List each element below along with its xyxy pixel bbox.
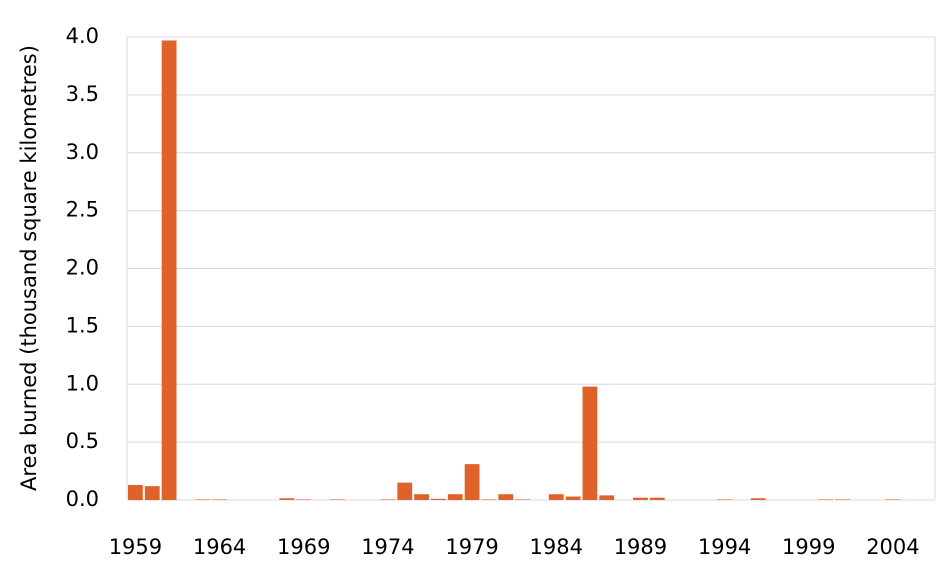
y-tick-label: 1.5 xyxy=(66,313,99,337)
bar xyxy=(195,499,211,500)
x-tick-label: 1969 xyxy=(277,535,330,559)
bar xyxy=(464,464,480,500)
bar xyxy=(498,494,514,500)
y-tick-label: 1.0 xyxy=(66,371,99,395)
bar xyxy=(515,499,530,500)
y-tick-label: 4.0 xyxy=(66,24,99,48)
bar xyxy=(447,494,463,500)
bar xyxy=(414,494,429,500)
y-tick-label: 3.5 xyxy=(66,82,99,106)
bar xyxy=(212,499,227,500)
bar xyxy=(582,386,598,500)
x-tick-label: 1994 xyxy=(698,535,751,559)
x-tick-label: 1959 xyxy=(109,535,162,559)
bar xyxy=(431,498,446,500)
x-tick-label: 1989 xyxy=(614,535,667,559)
bar xyxy=(885,499,901,500)
bar xyxy=(144,486,160,500)
bar xyxy=(397,482,413,500)
y-axis-label: Area burned (thousand square kilometres) xyxy=(17,45,41,491)
bar xyxy=(161,40,177,500)
bar xyxy=(128,484,143,500)
bar xyxy=(548,494,564,500)
bar xyxy=(750,498,766,500)
bar xyxy=(633,497,648,500)
bar xyxy=(279,498,295,500)
x-tick-label: 2004 xyxy=(866,535,919,559)
x-tick-label: 1984 xyxy=(530,535,583,559)
x-tick-label: 1964 xyxy=(193,535,246,559)
bar xyxy=(565,496,581,500)
bar xyxy=(649,497,665,500)
bar xyxy=(296,499,312,500)
x-tick-label: 1979 xyxy=(445,535,498,559)
bar xyxy=(818,499,833,500)
bar xyxy=(599,495,615,500)
y-tick-label: 3.0 xyxy=(66,140,99,164)
bar xyxy=(835,499,850,500)
y-tick-label: 0.0 xyxy=(66,487,99,511)
y-tick-label: 2.5 xyxy=(66,198,99,222)
bar xyxy=(380,499,396,500)
y-tick-label: 2.0 xyxy=(66,256,99,280)
x-tick-label: 1974 xyxy=(361,535,414,559)
bar xyxy=(481,499,497,500)
y-tick-label: 0.5 xyxy=(66,429,99,453)
bar xyxy=(717,499,732,500)
x-tick-label: 1999 xyxy=(782,535,835,559)
bar xyxy=(330,499,345,500)
